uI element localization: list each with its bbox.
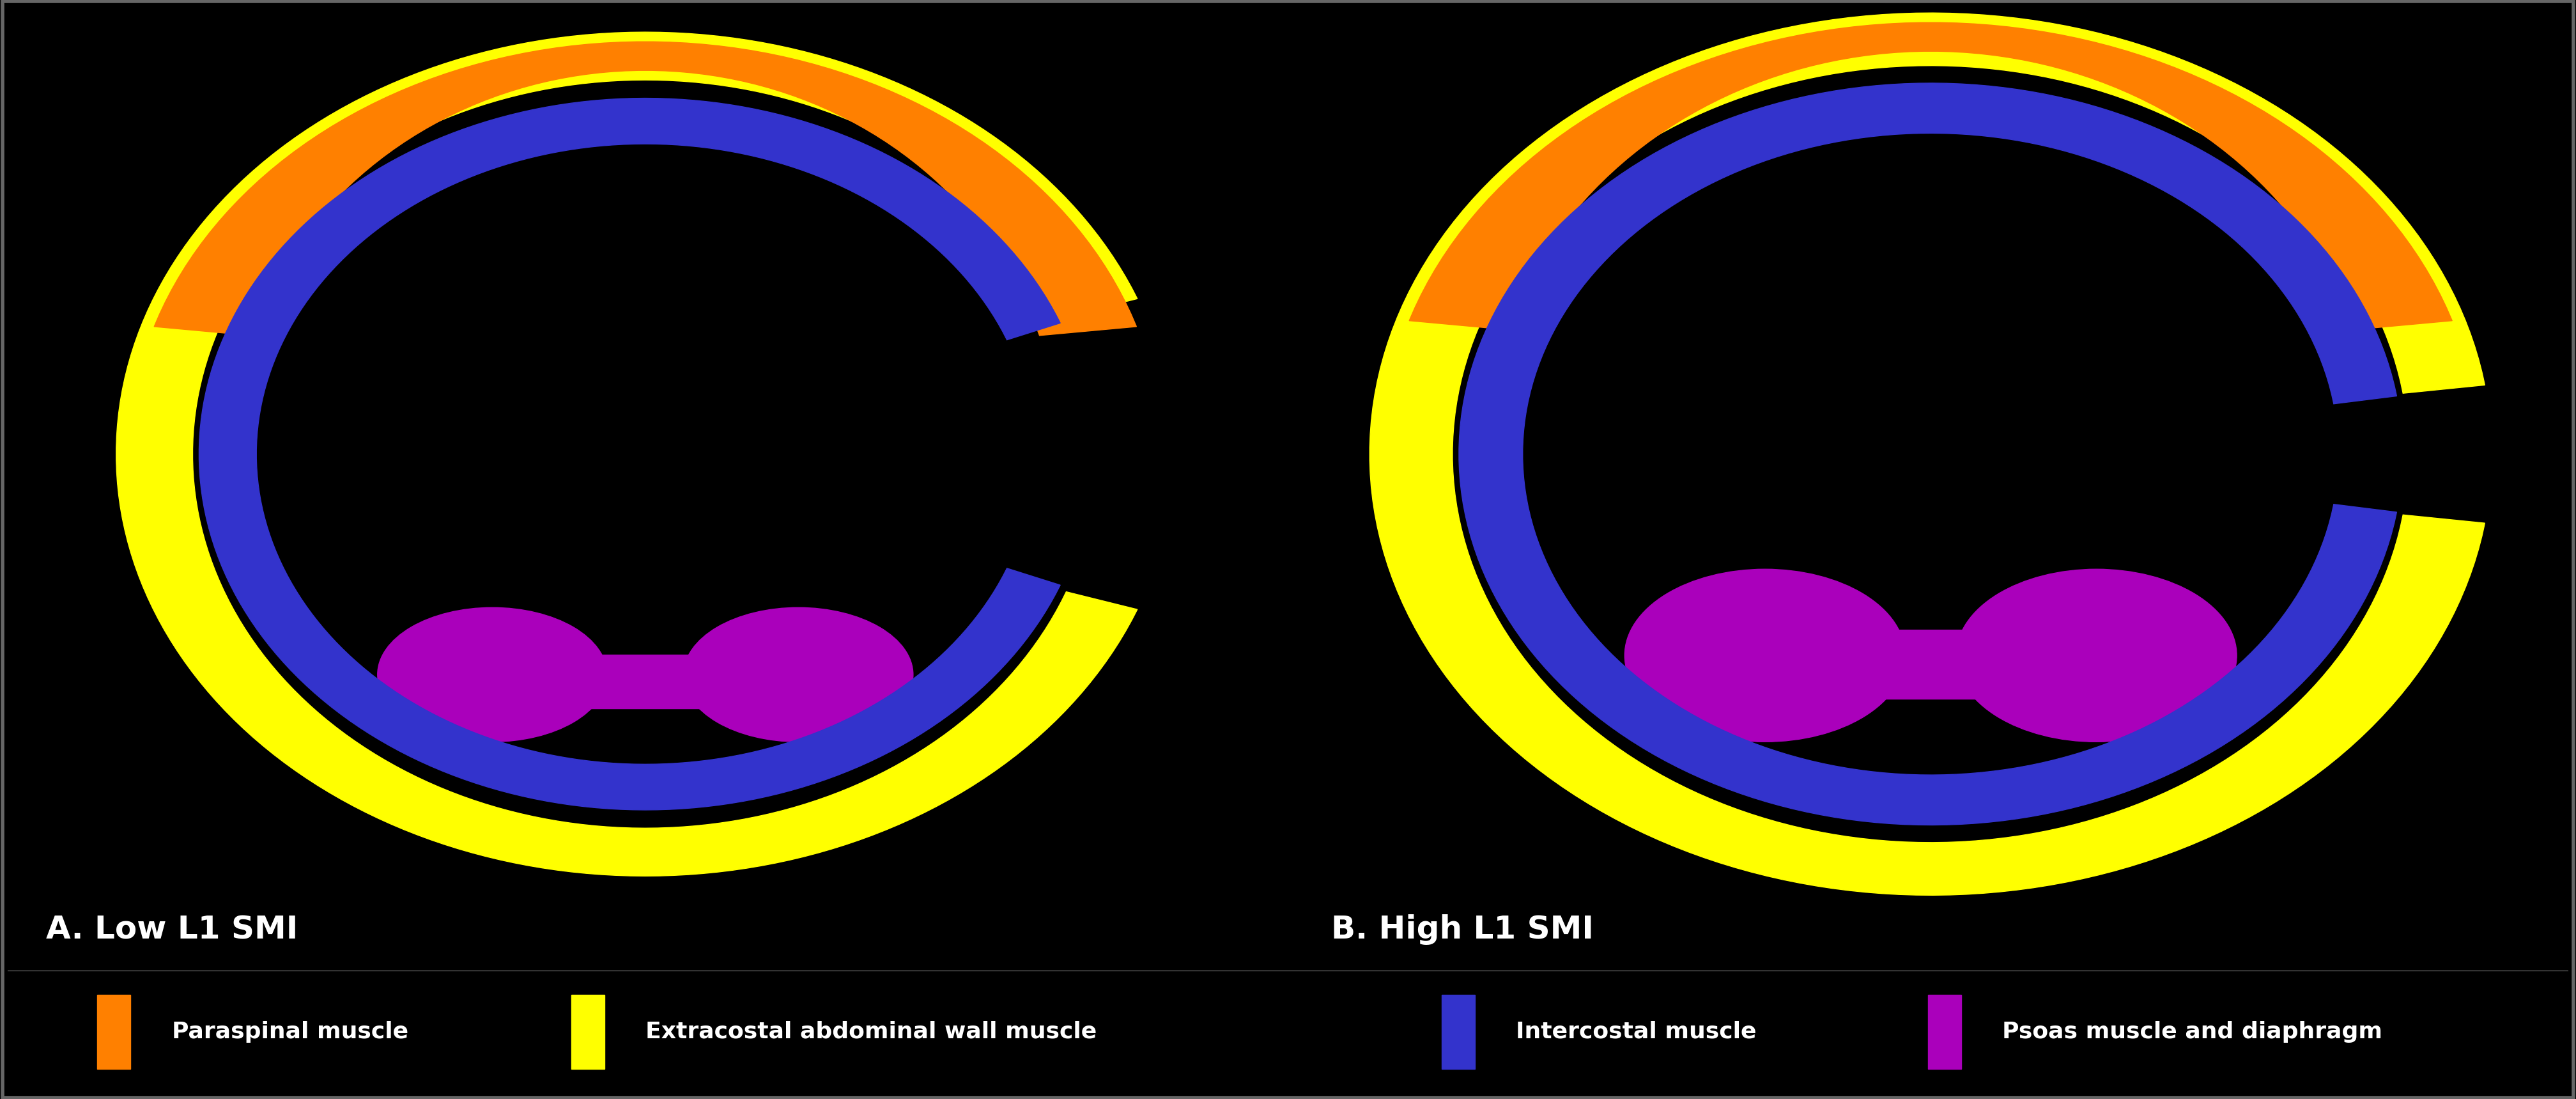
Polygon shape [526,655,765,708]
Text: Psoas muscle and diaphragm: Psoas muscle and diaphragm [2002,1021,2383,1043]
Ellipse shape [1955,569,2236,742]
Text: Intercostal muscle: Intercostal muscle [1515,1021,1757,1043]
Ellipse shape [1625,569,1906,742]
Polygon shape [116,32,1139,876]
PathPatch shape [1293,3,2568,963]
Text: B. High L1 SMI: B. High L1 SMI [1332,914,1595,945]
Bar [98,995,131,1069]
Polygon shape [155,42,1136,335]
Polygon shape [198,98,1061,810]
Text: Paraspinal muscle: Paraspinal muscle [173,1021,407,1043]
Ellipse shape [683,608,912,742]
Polygon shape [1806,630,2056,699]
Text: Extracostal abdominal wall muscle: Extracostal abdominal wall muscle [647,1021,1097,1043]
Text: A. Low L1 SMI: A. Low L1 SMI [46,914,299,945]
Polygon shape [1458,84,2396,825]
Bar [1443,995,1476,1069]
Bar [572,995,605,1069]
PathPatch shape [8,3,1283,963]
Polygon shape [1370,13,2486,896]
Ellipse shape [379,608,608,742]
Bar [1927,995,1960,1069]
Polygon shape [1409,23,2452,330]
